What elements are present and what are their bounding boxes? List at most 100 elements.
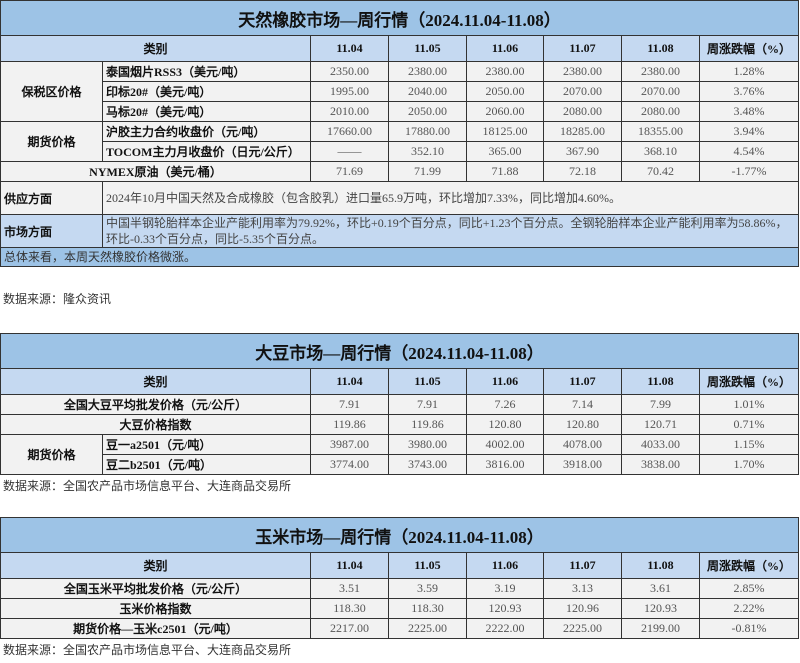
cell-change: 1.01% (698, 394, 800, 415)
cell-change: 3.48% (698, 101, 800, 122)
row-group-label: 期货价格 (0, 434, 103, 475)
header-date: 11.04 (310, 552, 389, 579)
cell-value: 2350.00 (310, 61, 389, 82)
table-row: 马标20#（美元/吨） 2010.00 2050.00 2060.00 2080.00 2… (1, 101, 800, 122)
cell-value: 120.71 (621, 414, 700, 435)
header-category: 类别 (0, 368, 311, 395)
data-source: 数据来源：全国农产品市场信息平台、大连商品交易所 (3, 479, 292, 493)
cell-value: 367.90 (543, 141, 622, 162)
row-label: 豆二b2501（元/吨） (102, 454, 311, 475)
row-label: 印标20#（美元/吨） (102, 81, 311, 102)
row-label: 沪胶主力合约收盘价（元/吨） (102, 121, 311, 142)
data-source: 数据来源：全国农产品市场信息平台、大连商品交易所 (3, 643, 292, 657)
table-row: 豆二b2501（元/吨） 3774.00 3743.00 3816.00 3918.00… (1, 454, 800, 475)
cell-value: 71.88 (466, 161, 544, 182)
note-label: 市场方面 (0, 214, 103, 248)
cell-value: 18285.00 (543, 121, 622, 142)
cell-value: 3816.00 (466, 454, 544, 475)
cell-value: 17660.00 (310, 121, 389, 142)
summary-row: 总体来看，本周天然橡胶价格微涨。 (0, 247, 800, 267)
cell-value: 2060.00 (466, 101, 544, 122)
row-label: 期货价格—玉米c2501（元/吨） (0, 618, 311, 639)
cell-value: 70.42 (621, 161, 700, 182)
table-row: NYMEX原油（美元/桶） 71.69 71.99 71.88 72.18 70.42 -1… (0, 161, 800, 182)
table-row: TOCOM主力月收盘价（日元/公斤） —— 352.10 365.00 367.90 36… (1, 141, 800, 162)
cell-change: 3.76% (698, 81, 800, 102)
note-text: 中国半钢轮胎样本企业产能利用率为79.92%，环比+0.19个百分点，同比+1.… (101, 214, 800, 248)
cell-change: -0.81% (698, 618, 800, 639)
table-row: 期货价格 豆一a2501（元/吨） 3987.00 3980.00 4002.00 407… (0, 434, 800, 475)
cell-value: 2040.00 (388, 81, 467, 102)
table-row: 保税区价格 泰国烟片RSS3（美元/吨） 2350.00 2380.00 2380.00… (0, 61, 800, 122)
cell-change: 1.15% (698, 434, 800, 455)
cell-value: 2380.00 (466, 61, 544, 82)
note-label: 供应方面 (0, 181, 103, 215)
header-date: 11.08 (621, 35, 700, 62)
cell-value: 120.93 (466, 598, 544, 619)
table-row: 全国玉米平均批发价格（元/公斤） 3.51 3.59 3.19 3.13 3.61 2.85… (0, 578, 800, 599)
table-header-row: 类别 11.04 11.05 11.06 11.07 11.08 周涨跌幅（%） (0, 552, 800, 579)
cell-value: 3987.00 (310, 434, 389, 455)
row-group-label: 期货价格 (0, 121, 103, 162)
cell-change: 2.22% (698, 598, 800, 619)
row-label: 马标20#（美元/吨） (102, 101, 311, 122)
table-header-row: 类别 11.04 11.05 11.06 11.07 11.08 周涨跌幅（%） (0, 368, 800, 395)
table-row: 期货价格 沪胶主力合约收盘价（元/吨） 17660.00 17880.00 18125.… (0, 121, 800, 162)
header-change: 周涨跌幅（%） (698, 35, 800, 62)
cell-value: 3.19 (466, 578, 544, 599)
table-title-row: 天然橡胶市场—周行情（2024.11.04-11.08） (0, 0, 800, 36)
cell-value: 3774.00 (310, 454, 389, 475)
header-date: 11.04 (310, 368, 389, 395)
table-row: 全国大豆平均批发价格（元/公斤） 7.91 7.91 7.26 7.14 7.99 1.01… (0, 394, 800, 415)
row-label: TOCOM主力月收盘价（日元/公斤） (102, 141, 311, 162)
cell-change: 3.94% (698, 121, 800, 142)
header-date: 11.06 (466, 552, 544, 579)
cell-value: 4002.00 (466, 434, 544, 455)
cell-value: 352.10 (388, 141, 467, 162)
cell-value: 7.26 (466, 394, 544, 415)
cell-value: 2070.00 (621, 81, 700, 102)
cell-value: 119.86 (388, 414, 467, 435)
cell-value: 2050.00 (466, 81, 544, 102)
header-date: 11.05 (388, 368, 467, 395)
row-label: 玉米价格指数 (0, 598, 311, 619)
note-text: 2024年10月中国天然及合成橡胶（包含胶乳）进口量65.9万吨，环比增加7.3… (101, 181, 800, 215)
header-date: 11.07 (543, 35, 622, 62)
row-label: 豆一a2501（元/吨） (102, 434, 311, 455)
cell-change: 2.85% (698, 578, 800, 599)
header-date: 11.06 (466, 368, 544, 395)
market-table: 天然橡胶市场—周行情（2024.11.04-11.08） 类别 11.04 11.05… (0, 0, 800, 267)
row-group-label: 保税区价格 (0, 61, 103, 122)
table-title-row: 玉米市场—周行情（2024.11.04-11.08） (0, 517, 800, 553)
cell-value: 18125.00 (466, 121, 544, 142)
cell-change: 4.54% (698, 141, 800, 162)
cell-value: 2380.00 (388, 61, 467, 82)
cell-value: 3.61 (621, 578, 700, 599)
header-date: 11.08 (621, 552, 700, 579)
cell-value: 120.96 (543, 598, 622, 619)
table-title: 大豆市场—周行情（2024.11.04-11.08） (0, 333, 800, 369)
data-source: 数据来源：隆众资讯 (3, 292, 112, 306)
cell-value: 71.69 (310, 161, 389, 182)
cell-value: 7.14 (543, 394, 622, 415)
table-row: 期货价格—玉米c2501（元/吨） 2217.00 2225.00 2222.00 22… (0, 618, 800, 639)
row-label: 全国玉米平均批发价格（元/公斤） (0, 578, 311, 599)
header-date: 11.05 (388, 552, 467, 579)
header-change: 周涨跌幅（%） (698, 552, 800, 579)
market-table: 玉米市场—周行情（2024.11.04-11.08） 类别 11.04 11.05 11… (0, 517, 800, 639)
header-date: 11.07 (543, 368, 622, 395)
header-date: 11.05 (388, 35, 467, 62)
cell-value: 368.10 (621, 141, 700, 162)
cell-value: 118.30 (310, 598, 389, 619)
row-label: 全国大豆平均批发价格（元/公斤） (0, 394, 311, 415)
row-label: 泰国烟片RSS3（美元/吨） (102, 61, 311, 82)
header-change: 周涨跌幅（%） (698, 368, 800, 395)
note-row: 市场方面 中国半钢轮胎样本企业产能利用率为79.92%，环比+0.19个百分点，同… (0, 214, 800, 248)
cell-value: 3838.00 (621, 454, 700, 475)
cell-change: 1.28% (698, 61, 800, 82)
cell-value: 1995.00 (310, 81, 389, 102)
cell-value: 2070.00 (543, 81, 622, 102)
cell-value: 120.93 (621, 598, 700, 619)
table-title: 天然橡胶市场—周行情（2024.11.04-11.08） (0, 0, 800, 36)
cell-value: 18355.00 (621, 121, 700, 142)
